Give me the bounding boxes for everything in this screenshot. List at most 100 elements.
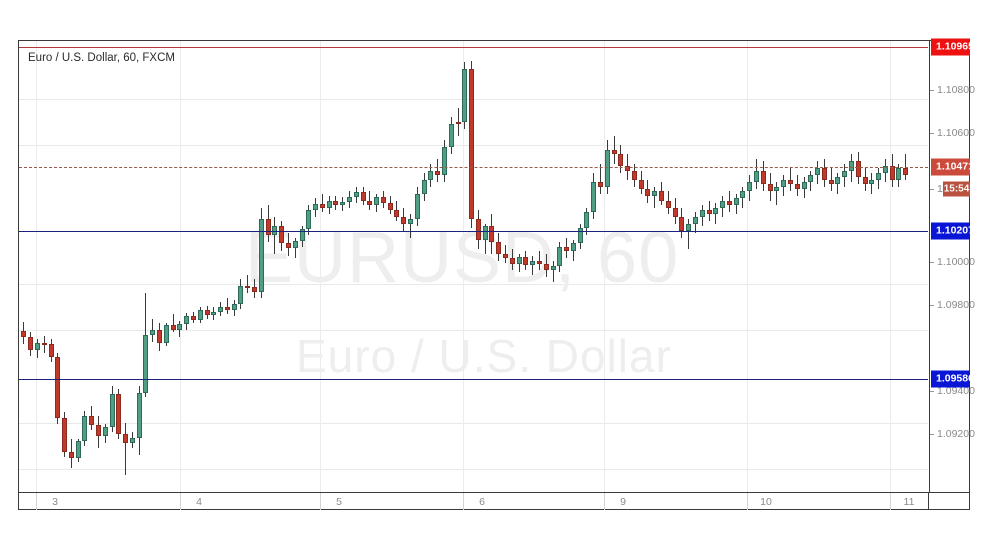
candlestick[interactable]: [828, 168, 834, 192]
candlestick[interactable]: [54, 353, 60, 424]
candlestick[interactable]: [590, 172, 596, 220]
candlestick[interactable]: [231, 300, 237, 317]
time-scale[interactable]: 3 4 5 6 9 10 11: [19, 492, 969, 510]
candlestick[interactable]: [204, 305, 210, 319]
candlestick[interactable]: [170, 313, 176, 333]
candlestick[interactable]: [95, 415, 101, 449]
candlestick[interactable]: [224, 297, 230, 314]
candlestick[interactable]: [102, 423, 108, 444]
candlestick[interactable]: [611, 135, 617, 164]
candlestick[interactable]: [801, 177, 807, 199]
candlestick[interactable]: [488, 214, 494, 254]
candlestick[interactable]: [190, 311, 196, 324]
candlestick[interactable]: [88, 406, 94, 430]
candlestick[interactable]: [617, 145, 623, 173]
candlestick[interactable]: [421, 172, 427, 201]
candlestick[interactable]: [136, 385, 142, 455]
candlestick[interactable]: [217, 302, 223, 317]
candlestick[interactable]: [109, 385, 115, 432]
candlestick[interactable]: [658, 182, 664, 206]
candlestick[interactable]: [387, 195, 393, 215]
candlestick[interactable]: [631, 163, 637, 187]
candlestick[interactable]: [699, 205, 705, 227]
candlestick[interactable]: [400, 207, 406, 231]
candlestick[interactable]: [278, 221, 284, 252]
candlestick[interactable]: [672, 198, 678, 224]
candlestick[interactable]: [550, 260, 556, 282]
candlestick[interactable]: [814, 161, 820, 185]
candlestick[interactable]: [767, 172, 773, 201]
candlestick[interactable]: [868, 172, 874, 194]
candlestick[interactable]: [265, 205, 271, 243]
upper-level-badge[interactable]: 1.10207: [931, 222, 974, 240]
candlestick[interactable]: [122, 422, 128, 475]
candlestick[interactable]: [889, 154, 895, 187]
candlestick[interactable]: [543, 253, 549, 277]
candlestick[interactable]: [875, 168, 881, 190]
candlestick[interactable]: [237, 279, 243, 310]
candlestick[interactable]: [522, 251, 528, 270]
candlestick[interactable]: [285, 232, 291, 257]
candlestick[interactable]: [583, 207, 589, 236]
candlestick[interactable]: [706, 200, 712, 222]
candlestick[interactable]: [142, 293, 148, 398]
candlestick[interactable]: [326, 195, 332, 215]
candlestick[interactable]: [726, 191, 732, 213]
candlestick[interactable]: [834, 172, 840, 194]
candlestick[interactable]: [509, 249, 515, 270]
candlestick[interactable]: [407, 214, 413, 238]
candlestick[interactable]: [183, 312, 189, 331]
candlestick[interactable]: [753, 158, 759, 190]
candlestick[interactable]: [468, 60, 474, 229]
candlestick[interactable]: [210, 306, 216, 320]
candlestick[interactable]: [794, 175, 800, 196]
candlestick[interactable]: [746, 175, 752, 201]
candlestick[interactable]: [760, 161, 766, 192]
candlestick[interactable]: [495, 232, 501, 261]
candlestick[interactable]: [48, 339, 54, 363]
candlestick[interactable]: [163, 323, 169, 347]
candlestick[interactable]: [312, 198, 318, 217]
candlestick[interactable]: [68, 438, 74, 468]
candlestick[interactable]: [393, 200, 399, 222]
candlestick[interactable]: [441, 140, 447, 183]
candlestick[interactable]: [61, 412, 67, 458]
candlestick[interactable]: [366, 191, 372, 210]
upper-level-line[interactable]: [19, 231, 928, 232]
candlestick[interactable]: [577, 223, 583, 250]
current-price-line[interactable]: [19, 167, 928, 168]
candlestick[interactable]: [244, 274, 250, 294]
chart-plot-area[interactable]: EURUSD, 60 Euro / U.S. Dollar: [19, 41, 928, 492]
candlestick[interactable]: [848, 154, 854, 183]
candlestick[interactable]: [339, 197, 345, 211]
candlestick[interactable]: [692, 212, 698, 233]
candlestick[interactable]: [665, 191, 671, 215]
candlestick[interactable]: [482, 223, 488, 254]
candlestick[interactable]: [882, 158, 888, 183]
candlestick[interactable]: [475, 209, 481, 250]
candlestick[interactable]: [516, 253, 522, 273]
candlestick[interactable]: [556, 242, 562, 273]
candlestick[interactable]: [149, 318, 155, 342]
candlestick[interactable]: [414, 186, 420, 227]
candlestick[interactable]: [712, 202, 718, 224]
candlestick[interactable]: [305, 205, 311, 236]
candlestick[interactable]: [360, 186, 366, 206]
candlestick[interactable]: [461, 61, 467, 129]
candlestick[interactable]: [448, 117, 454, 155]
candlestick[interactable]: [773, 182, 779, 206]
candlestick[interactable]: [156, 323, 162, 351]
candlestick[interactable]: [271, 216, 277, 254]
candlestick[interactable]: [427, 163, 433, 187]
candlestick[interactable]: [27, 332, 33, 356]
candlestick[interactable]: [780, 175, 786, 196]
candlestick[interactable]: [115, 389, 121, 439]
candlestick[interactable]: [678, 207, 684, 238]
candlestick[interactable]: [685, 219, 691, 250]
candlestick[interactable]: [75, 438, 81, 462]
candlestick[interactable]: [292, 237, 298, 259]
candlestick[interactable]: [841, 163, 847, 187]
candlestick[interactable]: [733, 193, 739, 215]
candlestick[interactable]: [434, 158, 440, 183]
candlestick[interactable]: [855, 152, 861, 185]
